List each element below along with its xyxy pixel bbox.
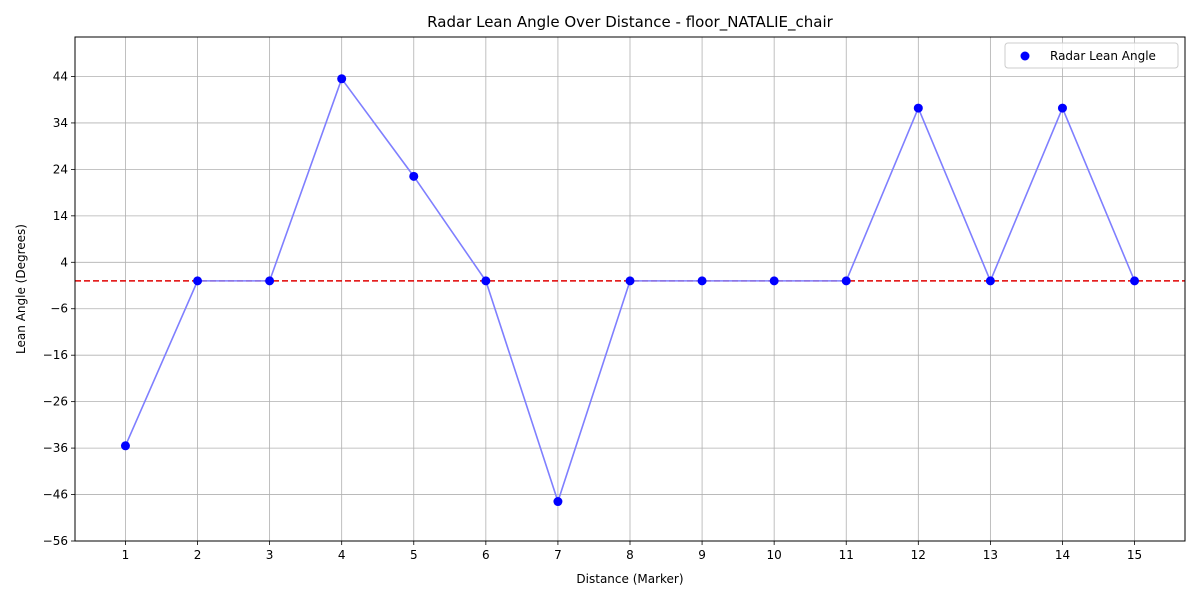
y-tick-label: −46: [43, 488, 68, 502]
data-point: [120, 441, 130, 451]
data-point: [481, 276, 491, 286]
chart-title: Radar Lean Angle Over Distance - floor_N…: [427, 13, 833, 32]
x-tick-label: 4: [338, 548, 346, 562]
y-tick-label: −26: [43, 395, 68, 409]
x-tick-label: 13: [983, 548, 998, 562]
y-tick-label: 34: [53, 116, 68, 130]
y-tick-label: 4: [60, 255, 68, 269]
data-point: [985, 276, 995, 286]
y-tick-label: 44: [53, 69, 68, 83]
data-point: [841, 276, 851, 286]
y-tick-label: 14: [53, 209, 68, 223]
data-point: [193, 276, 203, 286]
y-axis-label: Lean Angle (Degrees): [14, 224, 28, 354]
data-point: [1057, 103, 1067, 113]
y-tick-label: −16: [43, 348, 68, 362]
x-tick-label: 6: [482, 548, 490, 562]
legend-marker: [1020, 51, 1030, 61]
data-point: [1130, 276, 1140, 286]
data-point: [265, 276, 275, 286]
x-tick-label: 10: [767, 548, 782, 562]
data-point: [769, 276, 779, 286]
series-group: [120, 74, 1140, 507]
data-point: [913, 103, 923, 113]
grid: [75, 37, 1185, 542]
x-tick-label: 8: [626, 548, 634, 562]
data-point: [625, 276, 635, 286]
legend-label: Radar Lean Angle: [1050, 49, 1156, 63]
data-point: [409, 171, 419, 181]
x-tick-label: 3: [266, 548, 274, 562]
x-tick-label: 1: [122, 548, 130, 562]
y-tick-label: 24: [53, 162, 68, 176]
data-point: [337, 74, 347, 84]
x-axis-label: Distance (Marker): [576, 572, 683, 586]
y-tick-label: −6: [50, 302, 68, 316]
data-point: [697, 276, 707, 286]
y-tick-label: −36: [43, 441, 68, 455]
x-tick-label: 7: [554, 548, 562, 562]
x-tick-label: 14: [1055, 548, 1070, 562]
y-tick-label: −56: [43, 534, 68, 548]
legend: Radar Lean Angle: [1004, 42, 1179, 69]
x-tick-label: 12: [911, 548, 926, 562]
ticks: 1 2 3 4 5 6 7 8 9 10 11 12 13 14 15−56−46−36−26−16−641…: [43, 69, 1143, 562]
x-tick-label: 5: [410, 548, 418, 562]
x-tick-label: 2: [194, 548, 202, 562]
data-point: [553, 497, 563, 507]
x-tick-label: 9: [698, 548, 706, 562]
x-tick-label: 11: [839, 548, 854, 562]
legend-box: [1004, 42, 1179, 69]
x-tick-label: 15: [1127, 548, 1142, 562]
